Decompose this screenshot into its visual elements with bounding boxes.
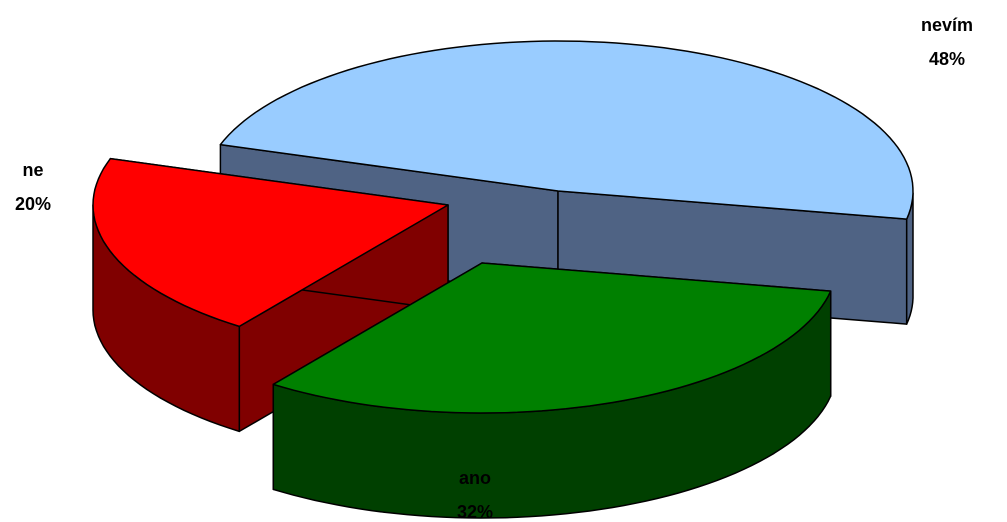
label-name-ano: ano — [459, 468, 491, 488]
label-value-nevim: 48% — [929, 49, 965, 69]
label-value-ano: 32% — [457, 502, 493, 522]
label-value-ne: 20% — [15, 194, 51, 214]
pie-slice-top-nevim — [219, 40, 914, 220]
pie-slice-ano — [272, 262, 832, 519]
label-name-nevim: nevím — [921, 15, 973, 35]
pie-slice-top-ne — [92, 157, 449, 328]
pie-slice-top-ano — [272, 262, 832, 414]
label-name-ne: ne — [22, 160, 43, 180]
